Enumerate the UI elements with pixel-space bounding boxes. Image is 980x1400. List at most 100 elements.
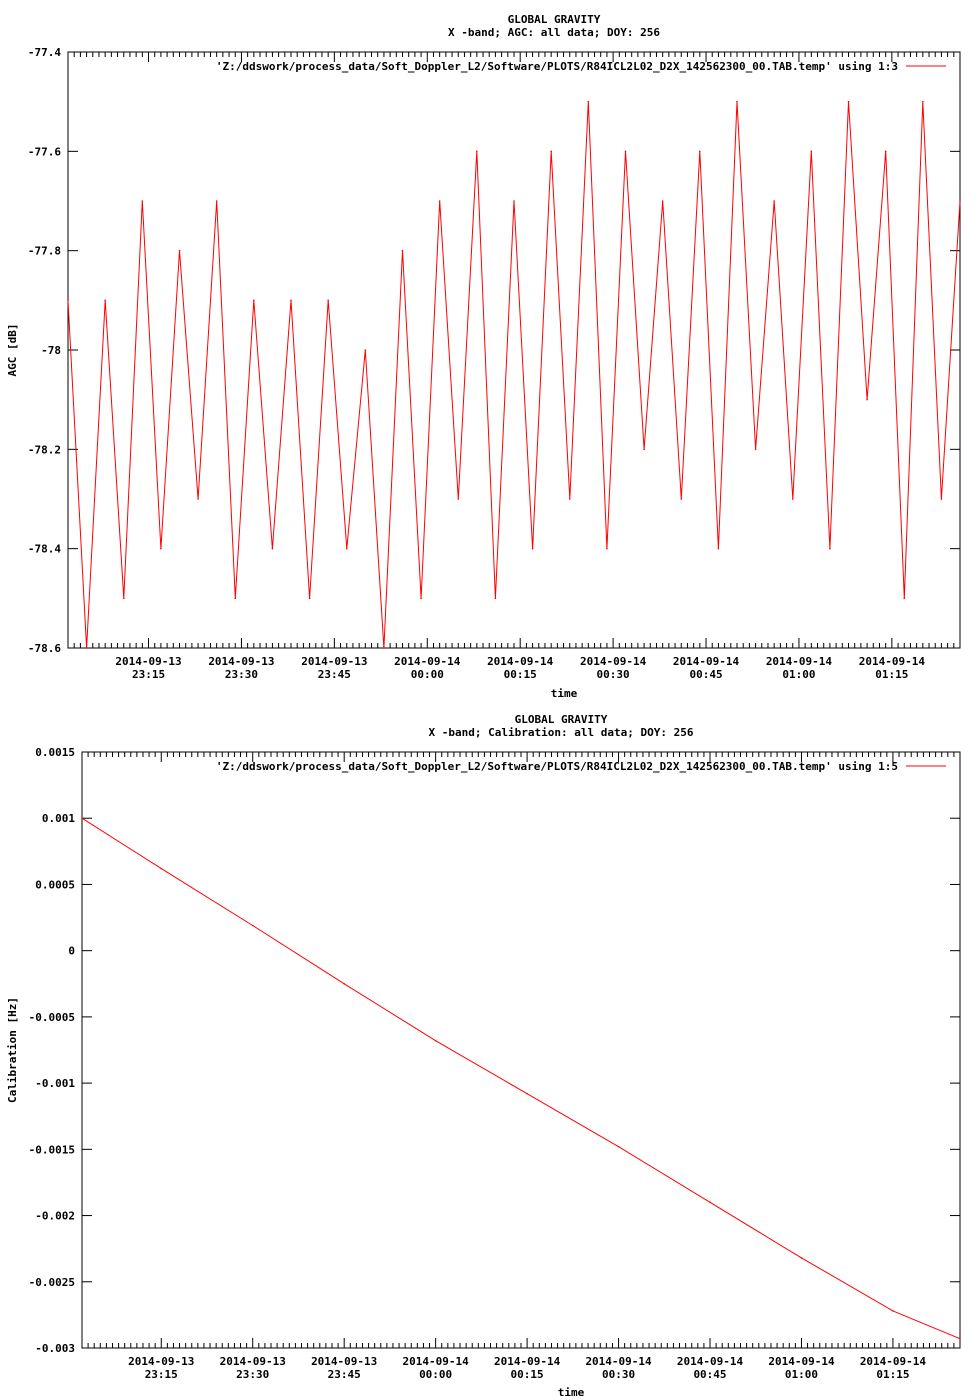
data-point (680, 498, 683, 500)
data-point (253, 299, 255, 302)
data-point (847, 100, 850, 103)
data-point (383, 647, 385, 649)
data-point (903, 597, 906, 600)
x-tick-label-time: 23:45 (318, 668, 351, 681)
chart-title: GLOBAL GRAVITY (508, 13, 601, 26)
y-axis-label: Calibration [Hz] (6, 997, 19, 1103)
x-tick-label-date: 2014-09-13 (208, 655, 274, 668)
data-point (215, 200, 218, 202)
x-tick-label-date: 2014-09-13 (128, 1355, 194, 1368)
x-tick-label-date: 2014-09-13 (115, 655, 181, 668)
data-point (343, 982, 345, 985)
data-point (922, 100, 924, 103)
x-tick-label-date: 2014-09-14 (766, 655, 833, 668)
x-tick-label-time: 23:45 (328, 1368, 361, 1381)
data-point (587, 100, 590, 103)
y-tick-label: -0.002 (35, 1210, 75, 1223)
x-tick-label-time: 23:15 (145, 1368, 178, 1381)
x-tick-label-time: 01:00 (785, 1368, 818, 1381)
x-tick-label-date: 2014-09-14 (677, 1355, 744, 1368)
data-point (234, 597, 237, 600)
data-point (457, 498, 460, 500)
x-tick-label-time: 00:45 (689, 668, 722, 681)
x-tick-label-date: 2014-09-14 (403, 1355, 470, 1368)
y-tick-label: 0.0005 (35, 878, 75, 891)
data-point (800, 1257, 803, 1259)
x-tick-label-date: 2014-09-14 (394, 655, 461, 668)
x-tick-label-time: 00:15 (511, 1368, 544, 1381)
plot-frame (67, 51, 961, 649)
data-point (85, 647, 88, 649)
x-tick-label-time: 00:00 (419, 1368, 452, 1381)
x-tick-label-time: 23:30 (225, 668, 258, 681)
x-tick-label-time: 23:15 (132, 668, 165, 681)
legend-label: 'Z:/ddswork/process_data/Soft_Doppler_L2… (216, 760, 898, 773)
y-tick-label: 0.0015 (35, 746, 75, 759)
data-point (717, 547, 720, 550)
x-tick-label-date: 2014-09-13 (311, 1355, 377, 1368)
y-tick-label: -0.0005 (29, 1011, 75, 1024)
y-tick-label: -78.2 (28, 443, 61, 456)
data-point (940, 498, 943, 500)
data-point (513, 200, 515, 202)
data-point (141, 200, 144, 202)
x-tick-label-date: 2014-09-14 (585, 1355, 652, 1368)
chart-title: GLOBAL GRAVITY (515, 713, 608, 726)
x-tick-label-date: 2014-09-13 (220, 1355, 286, 1368)
x-tick-label-date: 2014-09-14 (859, 655, 926, 668)
data-point (526, 1092, 528, 1095)
data-point (178, 249, 181, 252)
y-tick-label: -0.0015 (29, 1143, 75, 1156)
y-tick-label: -78.6 (28, 642, 61, 655)
data-point (476, 150, 478, 153)
data-point (327, 299, 329, 302)
data-point (271, 547, 274, 550)
data-point (122, 597, 125, 600)
data-point (829, 547, 831, 550)
x-tick-label-date: 2014-09-14 (860, 1355, 927, 1368)
series-line-1 (67, 101, 961, 649)
data-point (884, 150, 887, 153)
series-line-1 (81, 817, 961, 1340)
data-point (773, 200, 775, 202)
x-tick-label-date: 2014-09-14 (768, 1355, 835, 1368)
x-tick-label-time: 23:30 (236, 1368, 269, 1381)
x-tick-label-date: 2014-09-14 (580, 655, 647, 668)
x-axis-label: time (558, 1386, 585, 1399)
data-point (434, 1039, 437, 1042)
data-point (661, 200, 664, 202)
data-point (866, 398, 868, 401)
y-tick-label: 0.001 (42, 812, 75, 825)
x-tick-label-time: 00:15 (504, 668, 537, 681)
x-tick-label-time: 01:15 (876, 1368, 909, 1381)
data-point (810, 150, 813, 153)
y-tick-label: -78.4 (28, 543, 61, 556)
data-point (699, 150, 701, 153)
data-point (67, 299, 69, 302)
x-tick-label-date: 2014-09-13 (301, 655, 367, 668)
data-point (643, 448, 645, 451)
x-tick-label-date: 2014-09-14 (494, 1355, 561, 1368)
x-tick-label-date: 2014-09-14 (673, 655, 740, 668)
data-point (791, 498, 794, 500)
data-point (959, 1337, 961, 1340)
data-point (308, 597, 311, 600)
data-point (606, 547, 608, 550)
data-point (736, 100, 738, 103)
data-point (709, 1201, 711, 1204)
data-point (531, 547, 534, 550)
data-point (364, 349, 367, 351)
chart-subtitle: X -band; Calibration: all data; DOY: 256 (429, 726, 694, 739)
y-tick-label: 0 (68, 945, 75, 958)
data-point (959, 200, 961, 202)
data-point (345, 547, 348, 550)
data-point (617, 1145, 620, 1148)
data-point (197, 498, 199, 500)
data-point (420, 597, 422, 600)
data-point (81, 817, 83, 820)
x-tick-label-time: 00:00 (411, 668, 444, 681)
data-point (892, 1310, 894, 1312)
